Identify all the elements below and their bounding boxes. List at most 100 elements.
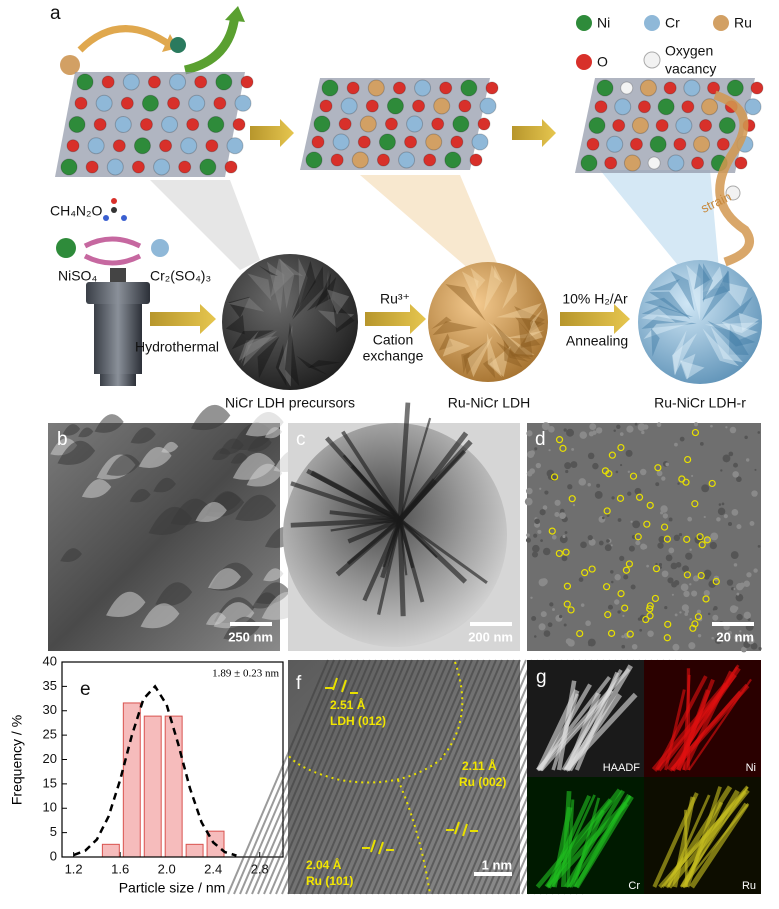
grain [592,463,598,469]
reactor-knob [110,268,126,282]
grain [736,593,739,596]
grain [540,509,546,515]
molecule-atom [111,207,117,213]
grain [596,427,602,433]
grain [655,563,657,565]
grain [685,553,692,560]
grain [727,579,733,585]
grain [635,423,638,426]
legend-ball-cr [644,15,660,31]
zoom-cone [360,175,500,270]
d-spacing: 2.11 Å [462,758,497,773]
grain [548,449,550,451]
grain [530,597,532,599]
grain [565,531,568,534]
process-arrow [365,304,426,334]
grain [689,548,691,550]
atom [61,159,77,175]
atom [399,152,415,168]
scale-bar [470,622,512,626]
plane: Ru (101) [306,874,353,888]
grain [689,618,692,621]
atom [75,97,87,109]
grain [614,599,619,604]
zoom-cone [150,180,260,270]
atom [235,95,251,111]
cr-salt-ball [151,239,169,257]
atom [322,80,338,96]
atom [719,118,735,134]
atom [694,136,710,152]
x-tick-label: 1.6 [111,861,129,876]
atom [214,97,226,109]
grain [616,471,619,474]
grain [526,533,529,536]
grain [640,469,646,475]
grain [672,594,674,596]
grain [683,606,685,608]
grain [562,555,568,561]
grain [623,574,628,579]
grain [573,504,575,506]
atom [632,118,648,134]
grain [724,457,728,461]
product-label: NiCr LDH precursors [225,395,355,411]
grain [565,470,568,473]
grain [736,524,741,529]
y-tick-label: 20 [43,751,57,766]
atom [735,157,747,169]
grain [731,509,738,516]
grain [708,613,711,616]
atom [432,118,444,130]
legend-text: vacancy [665,61,716,77]
atom [216,74,232,90]
grain [665,463,669,467]
atom [595,101,607,113]
legend-ball-ni [576,15,592,31]
grain [728,522,732,526]
grain [672,644,679,651]
atom [440,82,452,94]
grain [559,615,562,618]
grain [674,443,678,447]
atom [123,74,139,90]
atom [368,80,384,96]
grain [595,491,603,499]
grain [588,453,595,460]
atom [121,97,133,109]
grain [754,469,756,471]
atom [148,76,160,88]
stir-arrow [85,256,140,263]
grain [663,513,668,518]
panel-label: e [80,679,91,700]
legend-text: O [597,54,608,70]
grain [701,484,709,492]
grain [725,426,727,428]
grain [744,581,750,587]
atom [96,95,112,111]
grain [638,423,646,431]
grain [662,570,669,577]
panel-g: g HAADF Ni Cr Ru [527,660,761,894]
grain [602,517,605,520]
plane: Ru (002) [459,775,506,789]
atom [656,120,668,132]
atom [115,117,131,133]
grain [666,555,673,562]
step-label: Hydrothermal [135,339,219,355]
grain [731,551,739,559]
grain [619,556,624,561]
atom [605,157,617,169]
grain [733,463,738,468]
y-tick-label: 5 [50,824,57,839]
grain [635,540,640,545]
reagent: CH₄N₂O [50,203,102,219]
atom [142,95,158,111]
grain [622,615,624,617]
atom [674,138,686,150]
atom [424,154,436,166]
grain [641,431,644,434]
grain [539,579,547,587]
atom [472,134,488,150]
atom [94,119,106,131]
